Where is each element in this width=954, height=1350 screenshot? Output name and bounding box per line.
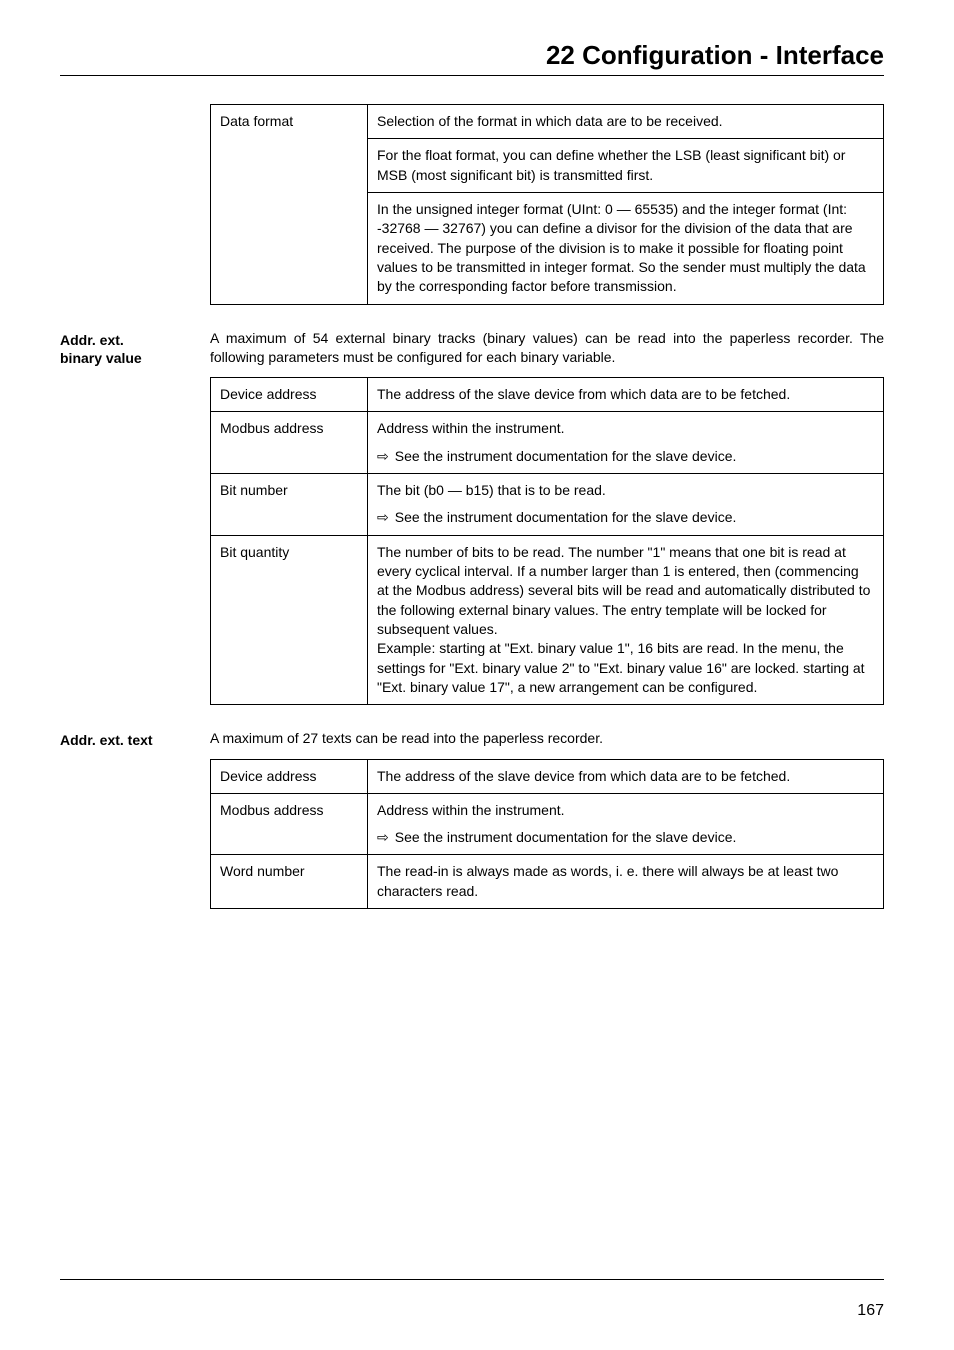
- footer-divider: [60, 1279, 884, 1280]
- data-format-desc-3: In the unsigned integer format (UInt: 0 …: [368, 192, 884, 304]
- device-address-label: Device address: [211, 378, 368, 412]
- side-label-ext-text: Addr. ext. text: [60, 729, 210, 909]
- bit-number-p1: The bit (b0 — b15) that is to be read.: [377, 481, 874, 500]
- bit-number-label: Bit number: [211, 474, 368, 536]
- side-label-empty: [60, 102, 210, 305]
- page-number: 167: [857, 1302, 884, 1320]
- arrow-icon: ⇨: [377, 828, 389, 847]
- header-divider: [60, 75, 884, 76]
- modbus-address-desc: Address within the instrument. ⇨ See the…: [368, 412, 884, 474]
- data-format-table: Data format Selection of the format in w…: [210, 104, 884, 305]
- device-address-desc: The address of the slave device from whi…: [368, 378, 884, 412]
- arrow-icon: ⇨: [377, 508, 389, 527]
- bit-quantity-label: Bit quantity: [211, 535, 368, 705]
- modbus-address-label-2: Modbus address: [211, 793, 368, 855]
- binary-value-intro: A maximum of 54 external binary tracks (…: [210, 329, 884, 368]
- data-format-desc-2: For the float format, you can define whe…: [368, 139, 884, 193]
- device-address-desc-2: The address of the slave device from whi…: [368, 759, 884, 793]
- modbus-address-p1: Address within the instrument.: [377, 419, 874, 438]
- binary-value-table: Device address The address of the slave …: [210, 377, 884, 705]
- device-address-label-2: Device address: [211, 759, 368, 793]
- data-format-desc-1: Selection of the format in which data ar…: [368, 105, 884, 139]
- bit-quantity-desc: The number of bits to be read. The numbe…: [368, 535, 884, 705]
- side-label-line1: Addr. ext.: [60, 332, 124, 348]
- modbus-address-2-p1: Address within the instrument.: [377, 801, 874, 820]
- modbus-address-desc-2: Address within the instrument. ⇨ See the…: [368, 793, 884, 855]
- word-number-label: Word number: [211, 855, 368, 909]
- data-format-label: Data format: [211, 105, 368, 305]
- bit-number-p2: See the instrument documentation for the…: [395, 508, 737, 527]
- bit-number-desc: The bit (b0 — b15) that is to be read. ⇨…: [368, 474, 884, 536]
- side-label-line2: binary value: [60, 350, 142, 366]
- side-label-binary-value: Addr. ext. binary value: [60, 329, 210, 706]
- arrow-icon: ⇨: [377, 447, 389, 466]
- modbus-address-label: Modbus address: [211, 412, 368, 474]
- page-title: 22 Configuration - Interface: [60, 40, 884, 71]
- modbus-address-2-p2: See the instrument documentation for the…: [395, 828, 737, 847]
- word-number-desc: The read-in is always made as words, i. …: [368, 855, 884, 909]
- ext-text-table: Device address The address of the slave …: [210, 759, 884, 910]
- modbus-address-p2: See the instrument documentation for the…: [395, 447, 737, 466]
- ext-text-intro: A maximum of 27 texts can be read into t…: [210, 729, 884, 748]
